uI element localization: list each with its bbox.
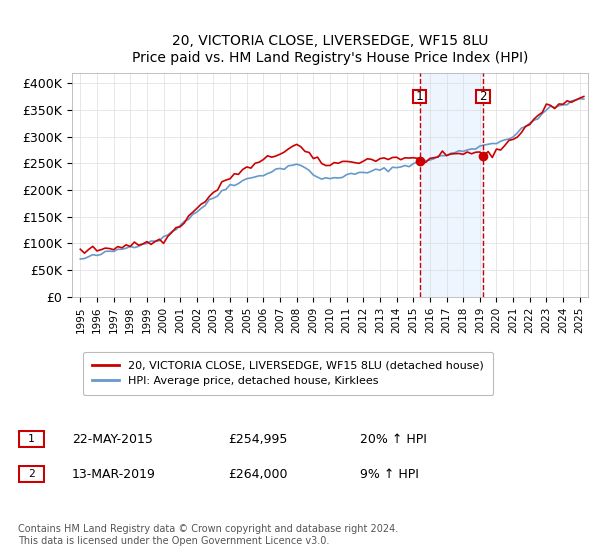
Title: 20, VICTORIA CLOSE, LIVERSEDGE, WF15 8LU
Price paid vs. HM Land Registry's House: 20, VICTORIA CLOSE, LIVERSEDGE, WF15 8LU… — [132, 35, 528, 65]
FancyBboxPatch shape — [19, 431, 44, 447]
FancyBboxPatch shape — [413, 90, 426, 102]
Text: 1: 1 — [28, 434, 35, 444]
Text: 9% ↑ HPI: 9% ↑ HPI — [360, 468, 419, 481]
Text: £254,995: £254,995 — [228, 433, 287, 446]
Text: 2: 2 — [28, 469, 35, 479]
Text: 22-MAY-2015: 22-MAY-2015 — [72, 433, 153, 446]
Bar — [419, 73, 483, 297]
Text: 2: 2 — [479, 90, 487, 103]
Text: Contains HM Land Registry data © Crown copyright and database right 2024.
This d: Contains HM Land Registry data © Crown c… — [18, 524, 398, 546]
FancyBboxPatch shape — [19, 466, 44, 482]
Text: 20% ↑ HPI: 20% ↑ HPI — [360, 433, 427, 446]
FancyBboxPatch shape — [476, 90, 490, 102]
Text: £264,000: £264,000 — [228, 468, 287, 481]
Text: 1: 1 — [416, 90, 424, 103]
Legend: 20, VICTORIA CLOSE, LIVERSEDGE, WF15 8LU (detached house), HPI: Average price, d: 20, VICTORIA CLOSE, LIVERSEDGE, WF15 8LU… — [83, 352, 493, 395]
Text: 13-MAR-2019: 13-MAR-2019 — [72, 468, 156, 481]
